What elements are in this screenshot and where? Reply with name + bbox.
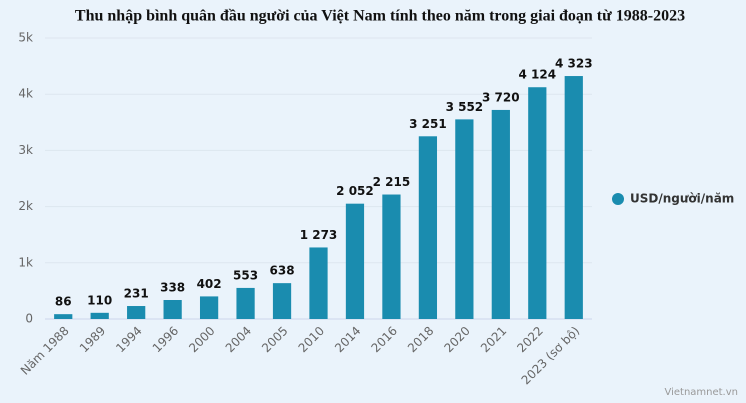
value-label: 86 — [55, 295, 72, 309]
x-tick-label: 2021 — [478, 324, 509, 355]
bar — [564, 76, 583, 320]
y-tick-label: 0 — [25, 312, 33, 326]
y-tick-label: 3k — [18, 143, 33, 157]
value-label: 110 — [87, 293, 112, 307]
x-tick-label: 2020 — [441, 324, 472, 355]
value-label: 3 552 — [446, 100, 484, 114]
source: Vietnamnet.vn — [664, 387, 738, 398]
value-label: 4 323 — [555, 57, 593, 71]
value-label: 638 — [270, 264, 295, 278]
x-tick-label: 2014 — [332, 324, 363, 355]
value-label: 2 052 — [336, 184, 374, 198]
bar — [163, 300, 182, 319]
y-tick-label: 1k — [18, 255, 33, 269]
x-tick-label: 2000 — [186, 324, 217, 355]
bar — [382, 194, 401, 319]
value-label: 402 — [197, 277, 222, 291]
value-label: 553 — [233, 268, 258, 282]
bar — [127, 306, 146, 319]
x-tick-label: 2004 — [223, 324, 254, 355]
x-tick-label: 2022 — [514, 324, 545, 355]
x-tick-label: 2010 — [296, 324, 327, 355]
y-tick-label: 5k — [18, 31, 33, 45]
bar — [272, 283, 292, 319]
x-tick-label: 1989 — [77, 324, 108, 355]
bar — [90, 312, 109, 319]
bar — [455, 119, 474, 320]
bar — [528, 87, 547, 319]
value-label: 3 251 — [409, 117, 447, 131]
x-tick-label: 2016 — [369, 324, 400, 355]
bar — [199, 296, 219, 319]
bar — [236, 287, 255, 319]
chart-title: Thu nhập bình quân đầu người của Việt Na… — [75, 8, 685, 25]
bar — [418, 136, 438, 319]
x-tick-label: 2005 — [259, 324, 290, 355]
bar — [491, 109, 510, 319]
y-tick-label: 2k — [18, 199, 33, 213]
x-tick-label: 2018 — [405, 324, 436, 355]
value-label: 338 — [160, 281, 185, 295]
legend-marker — [612, 193, 624, 205]
value-label: 1 273 — [300, 228, 338, 242]
y-tick-label: 4k — [18, 87, 33, 101]
bar — [54, 314, 73, 319]
x-tick-label: 1994 — [113, 324, 144, 355]
value-label: 4 124 — [519, 68, 557, 82]
value-label: 231 — [124, 287, 149, 301]
bar — [309, 247, 328, 319]
value-label: 2 215 — [373, 175, 411, 189]
legend-label: USD/người/năm — [630, 192, 734, 206]
value-label: 3 720 — [482, 90, 520, 104]
bar — [345, 203, 365, 319]
x-tick-label: 1996 — [150, 324, 181, 355]
x-tick-label: Năm 1988 — [18, 324, 72, 378]
